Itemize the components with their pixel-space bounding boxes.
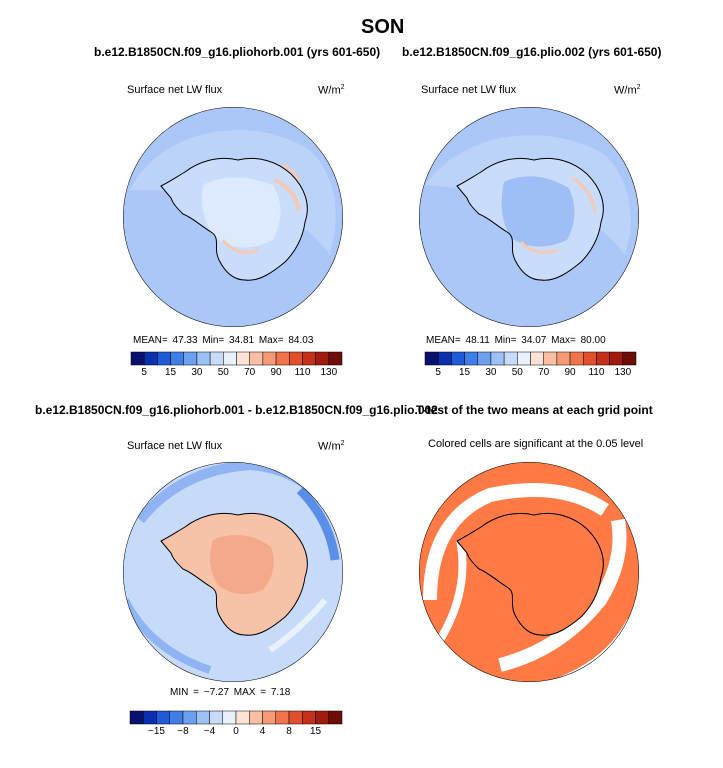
panel1-colorbar-swatch	[196, 351, 211, 366]
panel3-colorbar-swatch	[143, 710, 157, 725]
panel1-colorbar-swatch	[183, 351, 198, 366]
panel1-variable: Surface net LW flux	[127, 84, 223, 96]
panel2-colorbar-tick-label: 90	[564, 367, 576, 378]
panel3-colorbar	[129, 710, 343, 725]
panel2-colorbar-swatch	[503, 351, 518, 366]
panel1-colorbar-swatch	[302, 351, 316, 366]
panel2-colorbar-swatch	[622, 351, 637, 366]
panel3-colorbar-swatch	[129, 710, 144, 725]
panel1-case-title: b.e12.B1850CN.f09_g16.pliohorb.001 (yrs …	[94, 45, 381, 59]
panel2-colorbar-tick-label: 5	[435, 367, 441, 378]
panel1-colorbar-swatch	[315, 351, 330, 366]
panel1-map	[123, 107, 343, 327]
panel3-colorbar-tick-label: 15	[309, 726, 322, 737]
panel2-colorbar-swatch	[464, 351, 478, 366]
panel2-colorbar-swatch	[517, 351, 531, 366]
panel2-stats: MEAN= 48.11 Min= 34.07 Max= 80.00	[426, 335, 606, 346]
panel1-colorbar-swatch	[328, 351, 343, 366]
panel2-colorbar-swatch	[556, 351, 571, 366]
panel1-colorbar-swatch	[262, 351, 277, 366]
panel3-colorbar-swatch	[169, 710, 184, 725]
panel2-colorbar-tick-label: 70	[538, 367, 550, 378]
panel3-colorbar-swatch	[196, 710, 210, 725]
panel3-colorbar-swatch	[262, 710, 276, 725]
panel1-colorbar-tick-label: 70	[244, 367, 256, 378]
panel1-units: W/m2	[318, 84, 345, 97]
panel2-colorbar-swatch	[596, 351, 610, 366]
panel3-colorbar-swatch	[222, 710, 237, 725]
panel2-colorbar-swatch	[424, 351, 439, 366]
panel3-colorbar-tick-label: 8	[286, 726, 292, 737]
panel2-colorbar-tick-label: 50	[511, 367, 523, 378]
panel1-colorbar	[130, 351, 343, 366]
panel2-map	[419, 107, 639, 327]
panel3-colorbar-swatch	[328, 710, 343, 725]
panel1-colorbar-tick-label: 50	[217, 367, 229, 378]
panel2-colorbar-swatch	[530, 351, 544, 366]
panel1-colorbar-swatch	[275, 351, 290, 366]
panel3-colorbar-tick-label: −15	[148, 726, 165, 737]
panel3-colorbar-tick-label: 0	[233, 726, 239, 737]
panel1-colorbar-swatch	[143, 351, 158, 366]
panel1-colorbar-swatch	[170, 351, 184, 366]
panel2-colorbar-tick-label: 130	[614, 367, 632, 378]
panel2-colorbar-swatch	[451, 351, 465, 366]
panel3-map	[123, 462, 343, 682]
panel4-map	[419, 462, 639, 682]
panel3-variable: Surface net LW flux	[127, 440, 223, 452]
panel1-colorbar-swatch	[289, 351, 303, 366]
panel2-case-title: b.e12.B1850CN.f09_g16.plio.002 (yrs 601-…	[402, 45, 662, 59]
panel3-colorbar-swatch	[249, 710, 263, 725]
panel3-case-title: b.e12.B1850CN.f09_g16.pliohorb.001 - b.e…	[35, 403, 438, 417]
panel1-colorbar-swatch	[236, 351, 250, 366]
panel1-colorbar-swatch	[249, 351, 264, 366]
panel3-colorbar-tick-label: −4	[203, 726, 216, 737]
panel2-colorbar	[424, 351, 637, 366]
panel2-colorbar-swatch	[437, 351, 452, 366]
panel2-units: W/m2	[614, 84, 641, 97]
panel1-colorbar-swatch	[157, 351, 171, 366]
panel2-colorbar-swatch	[543, 351, 558, 366]
panel2-colorbar-swatch	[477, 351, 492, 366]
panel2-colorbar-swatch	[583, 351, 597, 366]
panel3-colorbar-swatch	[209, 710, 223, 725]
panel3-colorbar-tick-label: 4	[259, 726, 266, 737]
panel1-colorbar-swatch	[223, 351, 237, 366]
panel1-colorbar-tick-label: 30	[191, 367, 203, 378]
panel3-colorbar-swatch	[235, 710, 250, 725]
panel3-colorbar-swatch	[275, 710, 290, 725]
panel1-colorbar-tick-label: 15	[165, 367, 177, 378]
panel1-colorbar-tick-label: 130	[320, 367, 338, 378]
panel1-stats: MEAN= 47.33 Min= 34.81 Max= 84.03	[133, 335, 314, 346]
panel4-subtitle: Colored cells are significant at the 0.0…	[428, 438, 644, 450]
panel2-colorbar-swatch	[609, 351, 624, 366]
panel4-case-title: T-test of the two means at each grid poi…	[416, 403, 653, 417]
figure-title: SON	[361, 16, 405, 38]
panel3-colorbar-tick-label: −8	[177, 726, 189, 737]
panel2-colorbar-tick-label: 15	[459, 367, 471, 378]
panel2-colorbar-tick-label: 30	[485, 367, 497, 378]
panel2-variable: Surface net LW flux	[421, 84, 517, 96]
panel2-colorbar-swatch	[490, 351, 505, 366]
panel3-colorbar-swatch	[302, 710, 316, 725]
panel3-colorbar-swatch	[156, 710, 170, 725]
panel3-units: W/m2	[318, 440, 345, 453]
panel3-stats: MIN = −7.27 MAX = 7.18	[170, 687, 291, 698]
panel1-colorbar-swatch	[130, 351, 145, 366]
panel1-colorbar-tick-label: 110	[294, 367, 311, 378]
panel3-colorbar-swatch	[182, 710, 197, 725]
panel1-colorbar-tick-label: 5	[141, 367, 147, 378]
panel1-colorbar-tick-label: 90	[270, 367, 282, 378]
panel3-colorbar-swatch	[288, 710, 303, 725]
panel3-colorbar-swatch	[315, 710, 329, 725]
panel1-colorbar-swatch	[209, 351, 224, 366]
panel2-colorbar-tick-label: 110	[588, 367, 605, 378]
panel2-colorbar-swatch	[569, 351, 584, 366]
